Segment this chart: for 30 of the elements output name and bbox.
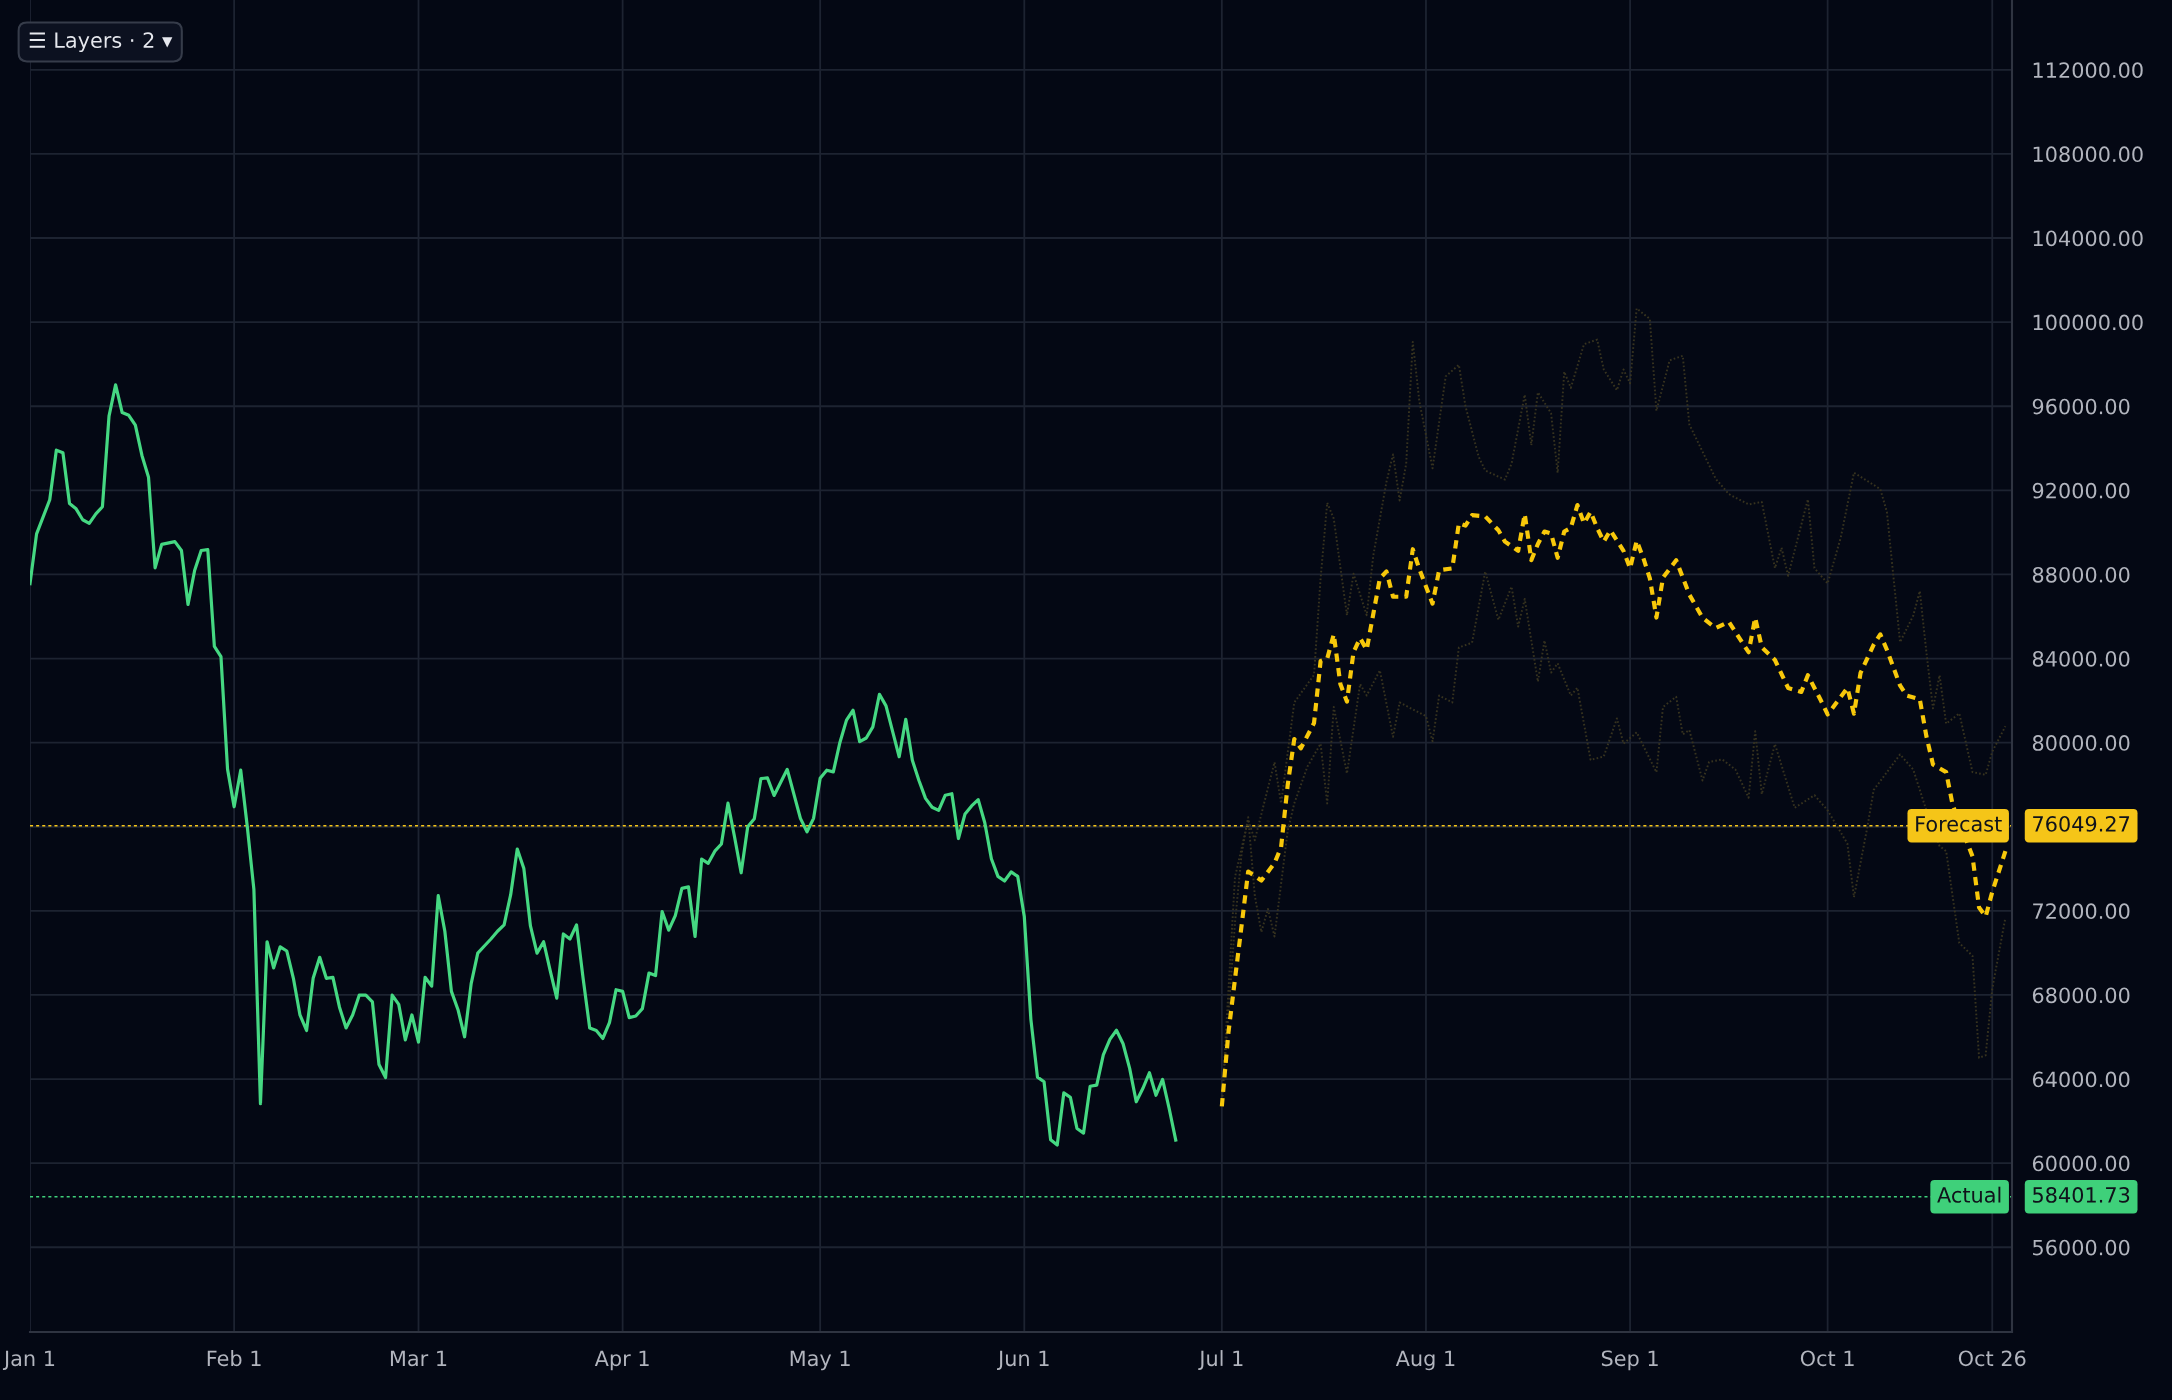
x-tick-label: May 1 — [790, 1350, 850, 1371]
x-tick-label: Oct 26 — [1958, 1350, 2026, 1367]
x-tick-label: Jan 1 — [2, 1350, 55, 1371]
y-tick-label: 112000.00 — [2033, 62, 2143, 79]
x-tick-label: Aug 1 — [1395, 1350, 1455, 1371]
x-tick-label: Sep 1 — [1601, 1350, 1658, 1371]
text: 58401.73 — [2033, 1187, 2130, 1203]
y-tick-label: 56000.00 — [2033, 1239, 2130, 1256]
x-tick-label: Oct 1 — [1800, 1350, 1854, 1367]
y-tick-label: 68000.00 — [2032, 987, 2130, 1004]
y-tick-label: 88000.00 — [2032, 566, 2130, 583]
x-tick-label: Mar 1 — [390, 1350, 447, 1367]
x-tick-label: Feb 1 — [207, 1350, 261, 1367]
ref-line-label: Actual — [1937, 1186, 2001, 1203]
y-tick-label: 64000.00 — [2032, 1071, 2130, 1088]
y-tick-label: 60000.00 — [2032, 1155, 2130, 1172]
x-tick-label: Apr 1 — [594, 1350, 649, 1371]
y-tick-label: 96000.00 — [2032, 398, 2130, 415]
y-tick-label: 72000.00 — [2033, 903, 2130, 920]
annotation: ☰ Layers · 2 ▾ — [29, 32, 173, 53]
y-tick-label: 104000.00 — [2033, 230, 2143, 247]
y-tick-label: 108000.00 — [2033, 146, 2143, 163]
x-tick-label: Jul 1 — [1198, 1350, 1243, 1371]
x-tick-label: Jun 1 — [997, 1350, 1049, 1371]
y-tick-label: 100000.00 — [2033, 314, 2143, 331]
y-tick-label: 92000.00 — [2032, 482, 2130, 499]
y-tick-label: 80000.00 — [2032, 735, 2130, 751]
y-tick-label: 84000.00 — [2032, 650, 2130, 667]
ref-line-label: Forecast — [1916, 816, 2002, 832]
text: 76049.27 — [2033, 815, 2130, 832]
